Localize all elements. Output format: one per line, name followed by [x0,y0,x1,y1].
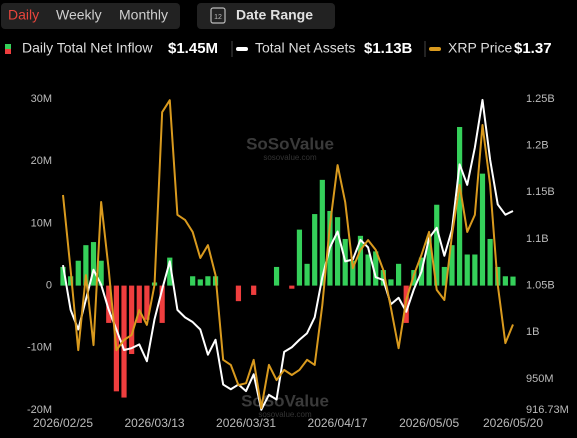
x-tick-label: 2026/05/20 [483,416,543,430]
bar [380,270,386,286]
y-tick-label: -20M [27,404,52,416]
bar [365,254,371,286]
legend-icon-negative [5,49,11,54]
bar [273,266,280,286]
bar [357,235,364,286]
y2-tick-label: 1.15B [526,186,555,198]
y2-tick-label: 1.2B [526,140,549,152]
bar [68,276,74,286]
bar [197,279,203,286]
bar [479,173,486,286]
y2-tick-label: 1.25B [526,93,555,105]
bar [472,254,478,286]
bar [319,179,325,286]
tab-daily[interactable]: Daily [8,7,39,23]
y-tick-label: 30M [31,93,52,105]
line [62,98,514,411]
bar [251,285,257,295]
legend: Daily Total Net Inflow $1.45M Total Net As… [5,40,552,57]
y2-tick-label: 1.05B [526,280,555,292]
bar [449,245,455,286]
line [62,99,514,410]
y-tick-label: -10M [27,342,52,354]
calendar-day: 12 [214,14,222,21]
bar [113,285,119,392]
legend-label: Total Net Assets [255,40,355,56]
legend-icon [236,47,248,51]
watermark-sub: sosovalue.com [263,153,317,162]
bar [304,263,310,286]
watermark-sub: sosovalue.com [258,410,312,419]
bar [395,263,402,286]
bar [334,217,341,286]
legend-icon-positive [5,44,11,49]
watermark: SoSoValue [241,391,329,410]
bar [464,254,470,286]
bar [312,214,318,286]
bar [510,276,516,286]
bar [136,285,142,323]
legend-value: $1.45M [168,40,218,57]
bar [502,276,508,286]
y-tick-label: 10M [31,217,52,229]
bar [350,260,356,286]
bar [487,238,493,286]
bar [296,229,303,286]
date-range-button[interactable] [197,3,335,29]
bar [106,285,112,323]
tab-monthly[interactable]: Monthly [119,7,168,23]
bar [388,279,394,286]
x-tick-label: 2026/02/25 [33,416,93,430]
bar [457,126,463,286]
calendar-icon [210,7,226,24]
x-tick-label: 2026/03/13 [124,416,184,430]
bar [289,285,295,289]
watermark: SoSoValue [246,134,334,153]
bar [98,260,104,286]
y2-tick-label: 916.73M [526,404,569,416]
bar [434,204,440,286]
period-tabs [1,3,180,29]
bar [144,285,150,320]
date-range-label[interactable]: Date Range [236,7,313,23]
bar [159,285,165,323]
y-tick-label: 0 [46,280,52,292]
legend-label: XRP Price [448,40,513,56]
bar [129,285,135,355]
bar [426,235,432,286]
legend-label: Daily Total Net Inflow [22,40,153,56]
y2-tick-label: 1.1B [526,233,549,245]
y2-tick-label: 950M [526,373,554,385]
x-tick-label: 2026/04/17 [308,416,368,430]
x-tick-label: 2026/05/05 [399,416,459,430]
bar [90,242,97,286]
legend-icon [429,47,441,51]
bar [167,257,173,286]
bar [60,266,66,286]
bar [205,276,211,286]
legend-value: $1.37 [514,40,552,57]
bar [235,285,242,302]
bar [190,276,196,286]
y2-tick-label: 1B [526,326,539,338]
bar [441,266,447,286]
legend-value: $1.13B [364,40,413,57]
bar [75,260,81,286]
x-tick-label: 2026/03/31 [216,416,276,430]
bar [83,245,89,286]
tab-weekly[interactable]: Weekly [56,7,102,23]
y-tick-label: 20M [31,155,52,167]
bar [373,251,379,286]
